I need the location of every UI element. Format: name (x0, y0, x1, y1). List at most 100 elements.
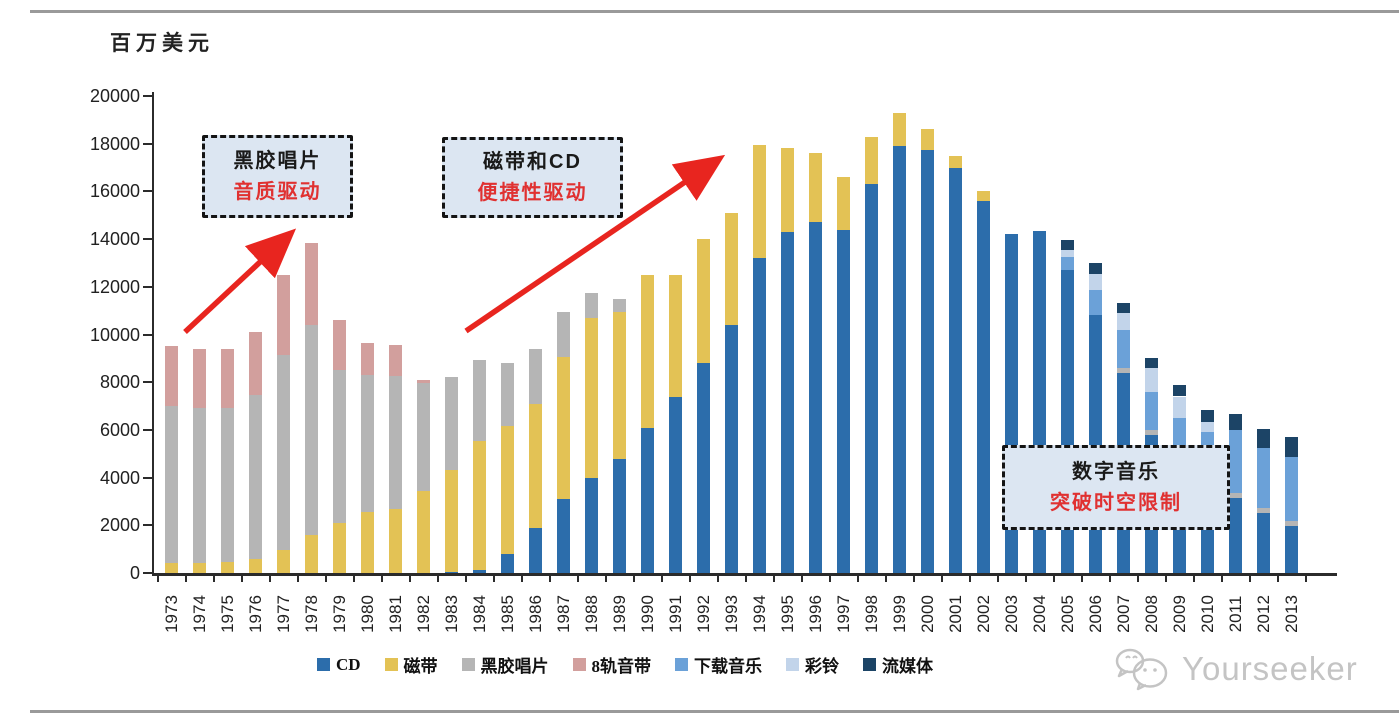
bar-2008-streaming (1145, 358, 1159, 369)
bar-1982-eight-track (417, 379, 431, 384)
bar-2000-cd (921, 149, 935, 573)
bar-1987-cassette (557, 357, 571, 500)
bar-1988-cassette (585, 317, 599, 478)
x-axis-tick (1304, 575, 1307, 582)
bar-1994-cassette (753, 144, 767, 259)
x-axis-tick (492, 575, 495, 582)
bar-1974-eight-track (193, 348, 207, 409)
y-axis-tick (143, 333, 152, 336)
x-axis-year-label: 1998 (861, 595, 881, 633)
bar-1988-cd (585, 477, 599, 573)
bar-1977-vinyl (277, 354, 291, 551)
bar-1981-eight-track (389, 345, 403, 377)
bar-2011-streaming (1229, 413, 1243, 430)
bar-2007-vinyl (1117, 367, 1131, 373)
x-axis-year-label: 1975 (217, 595, 237, 633)
annotation-title: 磁带和CD (483, 150, 582, 173)
x-axis-tick (520, 575, 523, 582)
x-axis-tick (268, 575, 271, 582)
bar-1976-eight-track (249, 332, 263, 396)
y-axis-tick-label: 2000 (99, 515, 140, 536)
x-axis-tick (1136, 575, 1139, 582)
x-axis-year-label: 1974 (189, 595, 209, 633)
y-axis-tick (143, 381, 152, 384)
bar-1978-cassette (305, 534, 319, 573)
bar-2008-ringtone (1145, 368, 1159, 392)
bar-1976-vinyl (249, 395, 263, 559)
x-axis-tick (408, 575, 411, 582)
y-axis-tick-label: 10000 (89, 324, 140, 345)
bar-1996-cassette (809, 153, 823, 223)
annotation-subtitle: 突破时空限制 (1050, 491, 1182, 514)
x-axis-year-label: 1977 (273, 595, 293, 633)
x-axis-year-label: 2010 (1197, 595, 1217, 633)
annotation-box-1: 黑胶唱片 音质驱动 (202, 135, 353, 218)
bar-2002-cd (977, 200, 991, 573)
x-axis-year-label: 1985 (497, 595, 517, 633)
y-axis-tick (143, 285, 152, 288)
x-axis-tick (156, 575, 159, 582)
x-axis-line (152, 573, 1337, 576)
bar-1979-cassette (333, 522, 347, 573)
bar-2008-vinyl (1145, 429, 1159, 435)
x-axis-year-label: 2001 (945, 595, 965, 633)
bar-2001-cd (949, 167, 963, 573)
x-axis-tick (968, 575, 971, 582)
bar-1997-cd (837, 229, 851, 573)
y-axis-tick-label: 6000 (99, 419, 140, 440)
x-axis-tick (1164, 575, 1167, 582)
bar-1981-cassette (389, 508, 403, 573)
bar-1975-eight-track (221, 348, 235, 409)
legend-swatch-ringtone (786, 658, 800, 671)
legend-item-cassette: 磁带 (384, 652, 438, 677)
x-axis-year-label: 2009 (1169, 595, 1189, 633)
bar-2007-streaming (1117, 303, 1131, 314)
bar-1990-cd (641, 427, 655, 573)
bar-1973-vinyl (165, 406, 179, 564)
bar-2011-cd (1229, 497, 1243, 573)
legend-swatch-streaming (863, 658, 877, 671)
bar-1988-vinyl (585, 292, 599, 318)
bar-1980-eight-track (361, 343, 375, 376)
bar-2011-download (1229, 429, 1243, 494)
x-axis-tick (1248, 575, 1251, 582)
x-axis-tick (604, 575, 607, 582)
x-axis-tick (716, 575, 719, 582)
x-axis-year-label: 2013 (1281, 595, 1301, 633)
x-axis-tick (1024, 575, 1027, 582)
bar-1998-cassette (865, 136, 879, 185)
x-axis-tick (1052, 575, 1055, 582)
bar-2006-streaming (1089, 263, 1103, 274)
chart-legend: CD 磁带 黑胶唱片 8轨音带 下载音乐 彩铃 流媒体 (150, 652, 1100, 677)
x-axis-year-label: 1983 (441, 595, 461, 633)
y-axis-tick-label: 0 (129, 563, 140, 583)
legend-swatch-cd (316, 658, 330, 671)
x-axis-tick (548, 575, 551, 582)
bar-2009-download (1173, 417, 1187, 454)
x-axis-tick (1108, 575, 1111, 582)
x-axis-year-label: 1989 (609, 595, 629, 633)
x-axis-tick (996, 575, 999, 582)
bar-1979-eight-track (333, 320, 347, 371)
x-axis-tick (884, 575, 887, 582)
bar-1977-eight-track (277, 274, 291, 355)
bar-2008-download (1145, 391, 1159, 430)
x-axis-year-label: 1987 (553, 595, 573, 633)
annotation-title: 数字音乐 (1072, 460, 1160, 483)
x-axis-tick (352, 575, 355, 582)
y-axis-unit-label: 百万美元 (110, 31, 214, 55)
y-axis-tick-label: 8000 (99, 372, 140, 393)
bar-2012-vinyl (1257, 508, 1271, 514)
legend-label-download: 下载音乐 (694, 657, 763, 676)
bar-1974-cassette (193, 563, 207, 573)
bar-1984-vinyl (473, 359, 487, 442)
x-axis-year-label: 2004 (1029, 595, 1049, 633)
y-axis-tick-label: 4000 (99, 467, 140, 488)
bar-1989-cd (613, 458, 627, 573)
x-axis-year-label: 1988 (581, 595, 601, 633)
x-axis-year-label: 2002 (973, 595, 993, 633)
x-axis-tick (800, 575, 803, 582)
bar-1984-cd (473, 569, 487, 573)
x-axis-tick (436, 575, 439, 582)
